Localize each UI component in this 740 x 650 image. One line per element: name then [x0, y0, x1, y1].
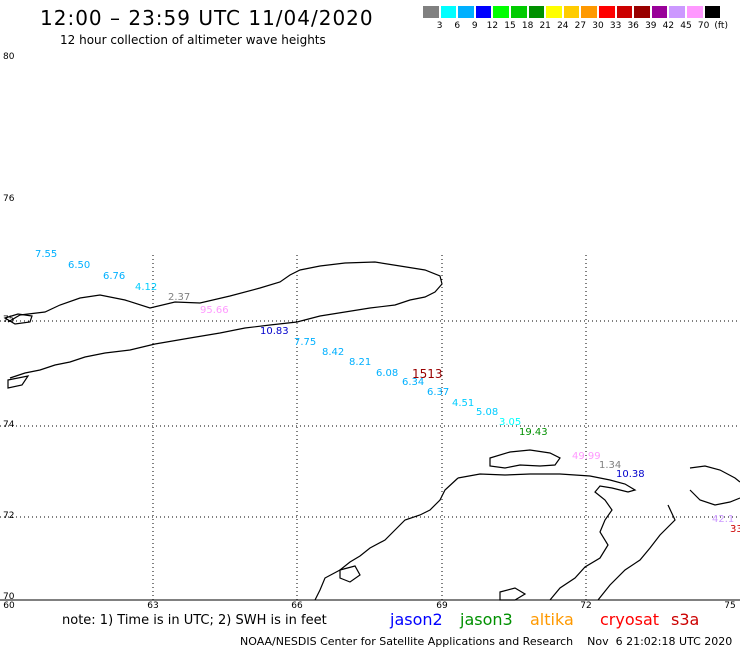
colorbar-swatch	[650, 5, 669, 19]
coastline-mainland	[314, 477, 459, 601]
colorbar-label: 12	[486, 21, 499, 31]
colorbar-swatch	[457, 5, 475, 19]
colorbar-label: 21	[539, 21, 551, 31]
colorbar-swatch	[580, 5, 598, 19]
y-tick-label: 74	[3, 420, 15, 430]
y-tick-label: 80	[3, 52, 15, 62]
colorbar-swatch	[703, 5, 722, 19]
x-tick-label: 75	[724, 601, 736, 611]
colorbar-label: 30	[592, 21, 604, 31]
colorbar-swatch	[597, 5, 616, 19]
wave-height-label: 95.66	[200, 305, 229, 316]
wave-height-label: 6.34	[402, 377, 425, 388]
colorbar-swatch	[492, 5, 510, 19]
wave-height-label: 19.43	[519, 427, 548, 438]
x-tick-label: 72	[580, 601, 592, 611]
coastline-south-island	[489, 449, 561, 469]
wave-height-label: 8.42	[322, 347, 345, 358]
wave-height-label: 10.38	[616, 469, 645, 480]
y-tick-label: 70	[3, 592, 15, 602]
wave-height-label: 5.08	[476, 407, 499, 418]
wave-height-label: 4.51	[452, 398, 475, 409]
wave-height-label: 49.99	[572, 451, 601, 462]
coastline-east	[689, 465, 740, 483]
colorbar-label: 36	[627, 21, 639, 31]
wave-height-label: 6.37	[427, 387, 450, 398]
colorbar-swatch	[422, 5, 440, 19]
colorbar-swatch	[439, 5, 458, 19]
x-tick-label: 69	[436, 601, 448, 611]
wave-height-label: 3.05	[499, 417, 522, 428]
colorbar-label: 9	[471, 21, 478, 31]
footer-note: note: 1) Time is in UTC; 2) SWH is in fe…	[62, 613, 327, 628]
colorbar-label: 39	[645, 21, 657, 31]
colorbar-label: 24	[557, 21, 569, 31]
colorbar-label: 6	[454, 21, 461, 31]
wave-height-label: 4.12	[135, 282, 158, 293]
satellite-legend-altika: altika	[530, 610, 574, 629]
colorbar-swatch	[545, 5, 563, 19]
wave-height-label: 8.21	[349, 357, 372, 368]
coastline-islet	[3, 313, 33, 325]
wave-height-label: 33	[730, 524, 740, 535]
wave-height-label: 6.50	[68, 260, 91, 271]
footer-credit: NOAA/NESDIS Center for Satellite Applica…	[240, 635, 733, 648]
colorbar-swatch	[509, 5, 528, 19]
colorbar-label: 42	[662, 21, 675, 31]
colorbar	[422, 5, 722, 19]
x-tick-label: 60	[3, 601, 15, 611]
satellite-legend-s3a: s3a	[671, 610, 700, 629]
satellite-legend-jason3: jason3	[460, 610, 513, 629]
graticule	[0, 255, 740, 600]
wave-height-label: 1513	[412, 367, 443, 381]
wave-height-label: 6.76	[103, 271, 126, 282]
coastline-mainland	[457, 473, 637, 601]
coastline-east	[597, 504, 676, 601]
satellite-legend-cryosat: cryosat	[600, 610, 660, 629]
colorbar-swatch	[474, 5, 493, 19]
colorbar-swatch	[615, 5, 634, 19]
colorbar-label: 45	[680, 21, 692, 31]
coastline-islet	[7, 375, 30, 389]
colorbar-swatch	[633, 5, 651, 19]
colorbar-label: 15	[504, 21, 516, 31]
colorbar-swatch	[527, 5, 546, 19]
map-title: 12:00 – 23:59 UTC 11/04/2020	[40, 6, 374, 30]
colorbar-label: 18	[521, 21, 534, 31]
colorbar-label: (ft)	[714, 21, 728, 31]
coastline-islet	[339, 565, 361, 583]
wave-height-label: 1.34	[599, 460, 622, 471]
colorbar-label: 33	[609, 21, 622, 31]
colorbar-swatch	[668, 5, 686, 19]
x-tick-label: 66	[291, 601, 303, 611]
colorbar-swatch	[685, 5, 704, 19]
wave-height-label: 6.08	[376, 368, 399, 379]
y-tick-label: 76	[3, 194, 15, 204]
wave-height-label: 42.1	[712, 514, 735, 525]
wave-height-label: 10.83	[260, 326, 289, 337]
colorbar-label: 3	[436, 21, 443, 31]
wave-height-label: 2.37	[168, 292, 191, 303]
wave-height-label: 7.75	[294, 337, 317, 348]
colorbar-label: 27	[574, 21, 587, 31]
coastline	[3, 261, 740, 601]
y-tick-label: 75	[3, 315, 15, 325]
coastline-east	[689, 489, 740, 506]
coastline-islet	[499, 587, 527, 601]
colorbar-labels: 3 6 9 12 15 18 21 24 27 30 33 36 39 42 45 70 (ft)	[422, 21, 740, 33]
y-tick-label: 72	[3, 511, 15, 521]
map-subtitle: 12 hour collection of altimeter wave hei…	[60, 33, 326, 47]
coastline-north-island	[7, 261, 443, 379]
x-tick-label: 63	[147, 601, 159, 611]
colorbar-swatch	[562, 5, 581, 19]
satellite-legend-jason2: jason2	[390, 610, 443, 629]
wave-height-label: 7.55	[35, 249, 58, 260]
colorbar-label: 70	[697, 21, 710, 31]
